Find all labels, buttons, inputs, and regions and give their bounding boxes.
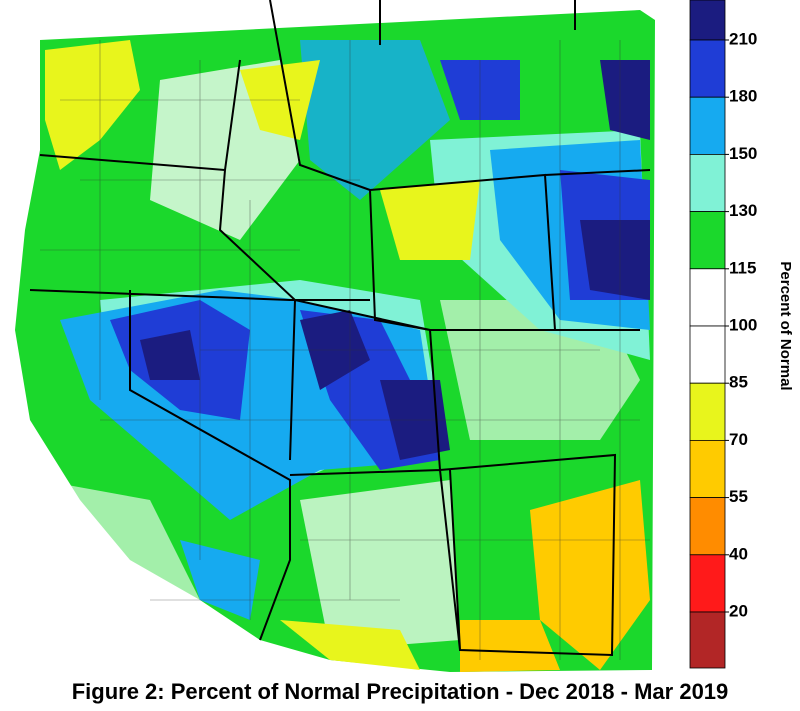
legend-swatch [689,382,726,441]
state-borders [29,0,651,657]
near-normal-area [300,480,460,650]
legend-tick-label: 70 [729,430,748,449]
legend-swatch [689,153,726,212]
caption: Figure 2: Percent of Normal Precipitatio… [72,679,729,704]
legend-swatch [689,39,726,98]
dry-area [280,620,420,670]
legend-tick-label: 115 [729,258,756,277]
dry-area [380,180,480,260]
legend-swatch [689,211,726,270]
legend-tick-label: 180 [729,87,757,106]
dry-area [45,40,140,170]
near-normal-area [40,480,200,600]
legend-swatch [689,497,726,556]
map-margin [0,672,680,678]
legend-swatch [689,611,726,669]
legend-tick-label: 150 [729,144,757,163]
legend-tick-label: 100 [729,315,757,334]
extreme-wet-area [140,330,200,380]
extreme-wet-area [600,60,650,140]
map [0,0,680,678]
wet-area [300,40,450,200]
legend-tick-label: 85 [729,373,748,392]
extreme-wet-area [580,220,650,300]
legend-title: Percent of Normal [777,261,794,390]
legend-swatch [689,268,726,327]
legend-swatch [689,325,726,384]
legend-tick-label: 40 [729,544,748,563]
legend-tick-label: 210 [729,29,757,48]
dry-area [460,620,560,672]
legend-swatch [689,439,726,498]
legend: Percent of Normal 210 180 150 130 115 100 85 70… [689,0,794,669]
legend-swatch [689,554,726,613]
legend-tick-label: 55 [729,487,748,506]
legend-swatch [689,96,726,155]
legend-tick-label: 130 [729,201,757,220]
legend-swatch [689,0,726,41]
legend-tick-label: 20 [729,601,748,620]
